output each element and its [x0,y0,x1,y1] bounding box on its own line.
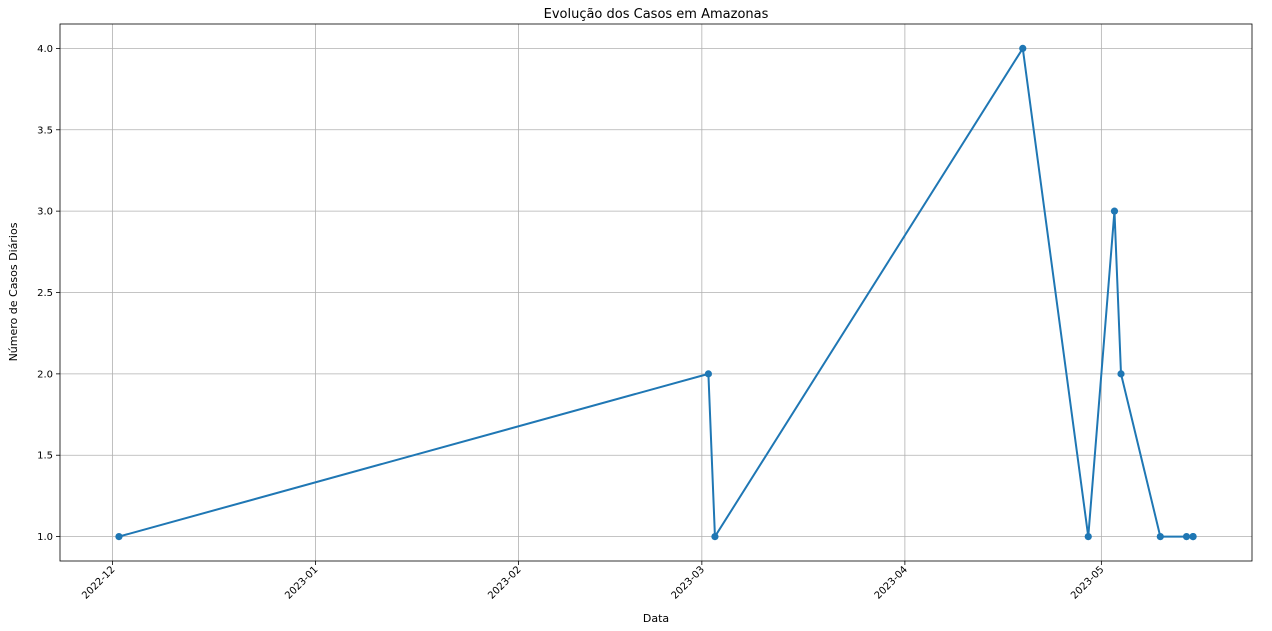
chart-title: Evolução dos Casos em Amazonas [544,7,769,22]
y-tick-label: 2.0 [37,369,53,380]
x-tick-label: 2022-12 [80,564,117,601]
y-tick-label: 1.5 [37,451,53,462]
grid [60,24,1252,561]
y-tick-label: 3.0 [37,207,53,218]
data-point [1182,532,1191,541]
x-axis-label: Data [643,612,669,625]
data-point [1084,532,1092,541]
y-tick-label: 2.5 [37,288,53,299]
data-point [704,370,712,378]
x-tick-label: 2023-01 [283,564,320,601]
data-point [711,532,719,541]
y-axis-label: Número de Casos Diários [7,222,20,361]
data-point [1156,532,1164,541]
data-point [1189,532,1197,541]
x-tick-label: 2023-05 [1069,564,1106,601]
y-tick-label: 4.0 [37,44,53,55]
data-point [115,532,123,541]
x-tick-label: 2023-04 [873,564,910,601]
data-point [1117,370,1125,378]
axis-ticks: 2022-12 2023-01 2023-02 2023-03 2023-04 2023-… [37,44,1106,602]
series-line [118,47,1194,538]
y-tick-label: 3.5 [37,125,53,136]
x-tick-label: 2023-02 [486,564,523,601]
data-point [1019,44,1027,53]
series [115,44,1197,541]
data-point [1110,207,1119,215]
y-tick-label: 1.0 [37,532,53,543]
x-tick-label: 2023-03 [670,564,707,601]
